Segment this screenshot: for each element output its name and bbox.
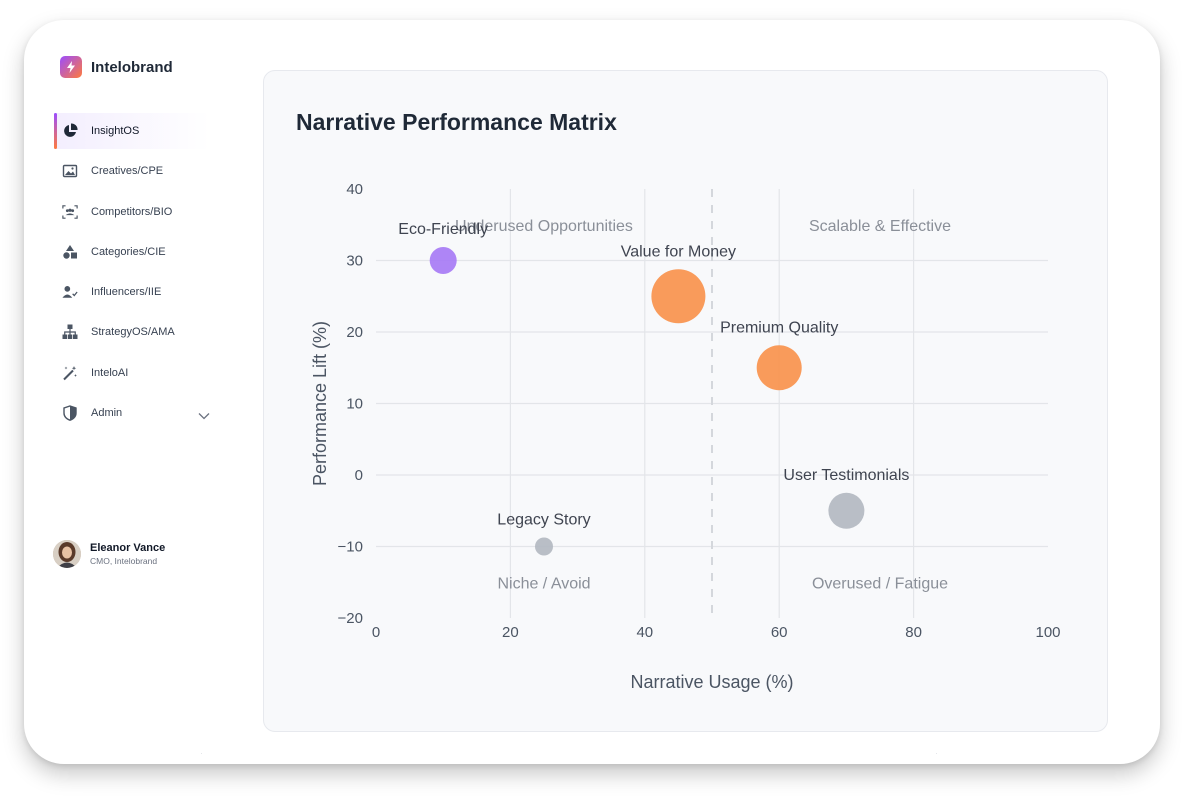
magic-wand-icon [62,365,78,381]
scatter-chart: Underused Opportunities Scalable & Effect… [310,181,1061,692]
sidebar-item-label: Creatives/CPE [91,165,164,178]
sidebar-item-label: Competitors/BIO [91,205,173,218]
quadrant-label: Scalable & Effective [809,218,951,235]
sidebar-item-label: InteloAI [91,366,129,379]
x-tick-label: 20 [502,624,519,641]
sidebar-item-label: Categories/CIE [91,245,166,258]
bottom-mark-right [936,753,937,754]
x-tick-label: 40 [636,624,653,641]
shield-icon [62,405,78,422]
y-axis-title: Performance Lift (%) [310,321,330,486]
y-tick-label: 10 [346,396,363,413]
shapes-icon [62,244,78,260]
user-check-icon [62,284,78,300]
y-tick-label: 20 [346,324,363,341]
data-point [828,492,865,529]
sidebar-item-influencers[interactable]: Influencers/IIE [54,274,210,310]
data-point [651,269,706,324]
users-scan-icon [62,204,78,220]
x-tick-label: 0 [372,624,380,641]
x-tick-label: 60 [771,624,788,641]
brand-name: Intelobrand [91,58,173,76]
quadrant-label: Niche / Avoid [497,575,590,592]
sidebar: Intelobrand InsightOS Creatives/CPE Comp… [24,20,224,764]
y-tick-label: 40 [346,181,363,198]
sidebar-item-insightos[interactable]: InsightOS [54,113,210,149]
y-tick-label: 0 [355,467,363,484]
pie-chart-icon [62,123,78,139]
brand[interactable]: Intelobrand [60,56,173,78]
avatar [53,540,81,568]
x-axis-title: Narrative Usage (%) [630,672,793,692]
data-label: Premium Quality [720,319,838,336]
y-tick-label: −20 [338,610,363,627]
sidebar-nav: InsightOS Creatives/CPE Competitors/BIO … [54,113,210,435]
sidebar-item-label: Influencers/IIE [91,286,162,299]
data-label: Value for Money [621,243,736,260]
sidebar-item-inteloai[interactable]: InteloAI [54,355,210,391]
user-name: Eleanor Vance [90,542,166,554]
chevron-down-icon[interactable] [198,407,210,425]
quadrant-label: Overused / Fatigue [812,575,948,592]
card-title: Narrative Performance Matrix [296,109,617,135]
sidebar-item-strategyos[interactable]: StrategyOS/AMA [54,314,210,350]
quadrant-label: Underused Opportunities [455,218,633,235]
y-tick-label: 30 [346,253,363,270]
data-point [756,345,802,391]
bolt-icon [60,56,82,78]
y-tick-label: −10 [338,539,363,556]
narrative-matrix-card: Narrative Performance Matrix Underused O… [263,70,1108,732]
sidebar-item-creatives[interactable]: Creatives/CPE [54,153,210,189]
sidebar-item-label: InsightOS [91,125,140,137]
sidebar-item-label: StrategyOS/AMA [91,326,175,339]
sidebar-item-categories[interactable]: Categories/CIE [54,234,210,270]
data-point [429,247,457,274]
user-profile[interactable]: Eleanor Vance CMO, Intelobrand [53,540,165,568]
image-icon [62,163,78,179]
x-tick-label: 100 [1035,624,1060,641]
hierarchy-icon [62,324,78,340]
sidebar-item-label: Admin [91,407,123,420]
sidebar-item-competitors[interactable]: Competitors/BIO [54,194,210,230]
user-role: CMO, Intelobrand [90,556,158,566]
data-label: Eco-Friendly [398,221,488,238]
data-label: Legacy Story [497,512,590,529]
bottom-mark-left [201,753,202,754]
sidebar-item-admin[interactable]: Admin [54,395,210,431]
data-label: User Testimonials [783,467,909,484]
app-window: Intelobrand InsightOS Creatives/CPE Comp… [24,20,1160,764]
data-point [535,537,553,556]
x-tick-label: 80 [905,624,922,641]
